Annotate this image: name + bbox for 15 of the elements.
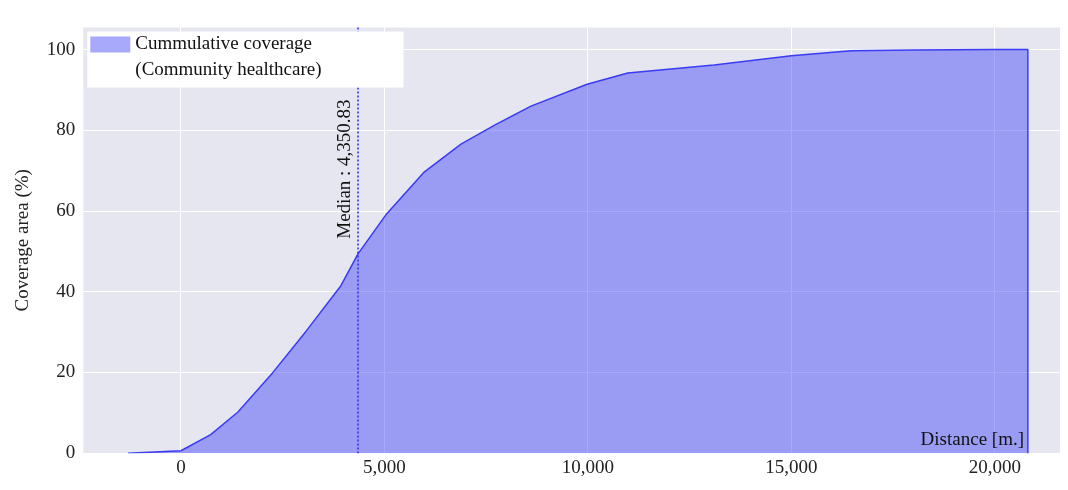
legend-label: Cummulative coverage (Community healthcare) [135, 32, 322, 81]
x-tick-label: 10,000 [561, 455, 615, 477]
y-tick-label: 40 [56, 279, 76, 301]
x-tick-label: 15,000 [765, 455, 818, 477]
x-axis-title: Distance [m.] [920, 427, 1024, 449]
y-tick-label: 0 [65, 441, 76, 463]
y-tick-label: 80 [56, 118, 76, 140]
y-tick-label: 20 [56, 360, 76, 382]
x-tick-label: 0 [176, 455, 186, 477]
y-axis-title: Coverage area (%) [11, 169, 34, 312]
y-tick-label: 60 [56, 199, 76, 221]
y-tick-label: 100 [46, 37, 76, 59]
x-tick-label: 5,000 [363, 455, 406, 477]
x-tick-label: 20,000 [968, 455, 1022, 477]
ref-line-label: Median : 4,350.83 [332, 99, 354, 239]
